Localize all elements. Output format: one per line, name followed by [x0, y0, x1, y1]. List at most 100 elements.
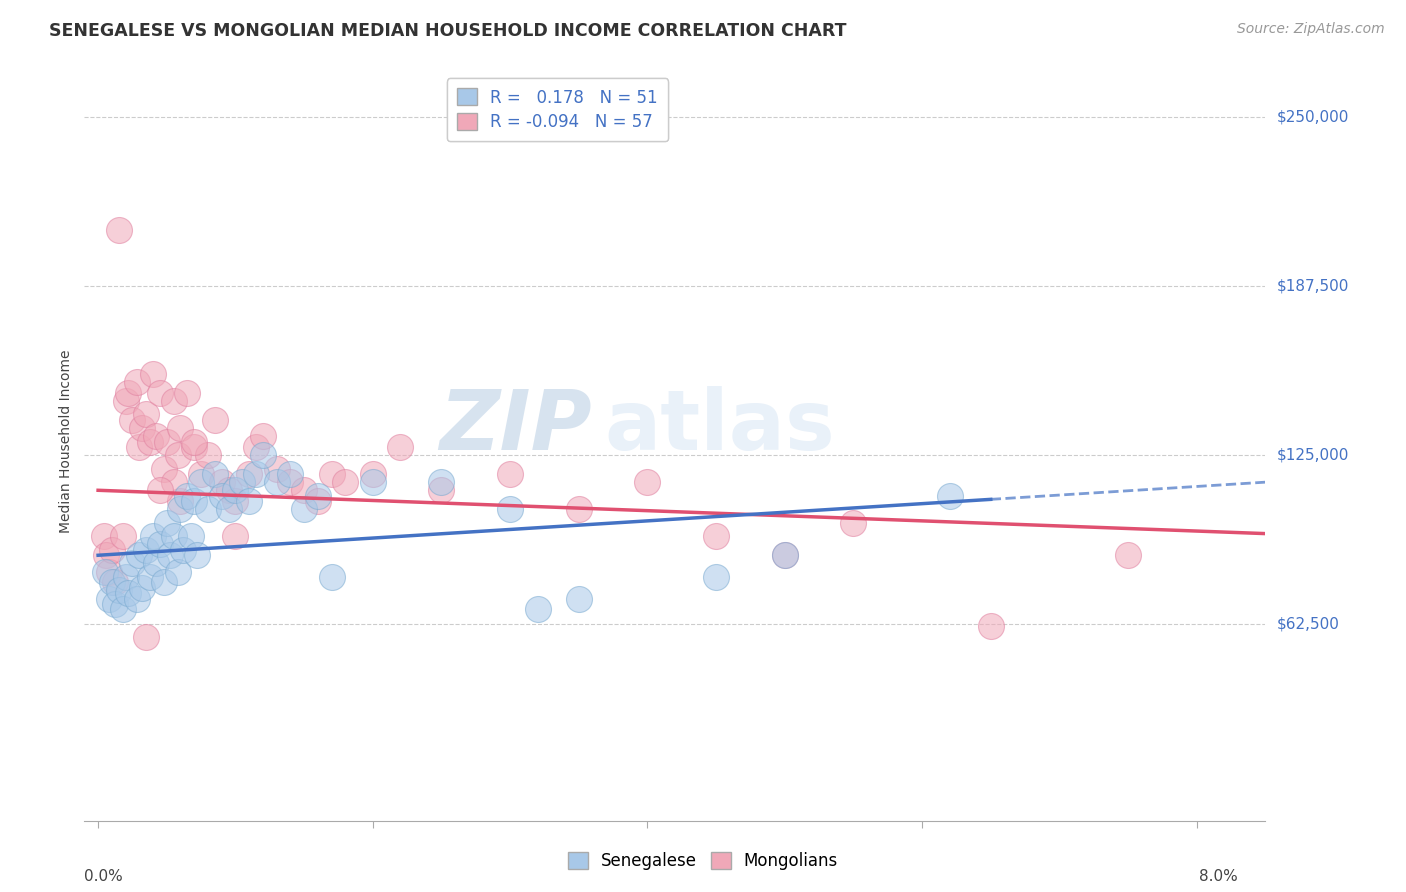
- Point: [190, 467, 212, 481]
- Point: [139, 570, 162, 584]
- Point: [842, 516, 865, 530]
- Point: [231, 475, 253, 490]
- Point: [361, 475, 384, 490]
- Point: [114, 393, 136, 408]
- Point: [224, 483, 246, 498]
- Point: [180, 529, 202, 543]
- Point: [166, 565, 188, 579]
- Point: [1116, 548, 1139, 563]
- Point: [430, 483, 453, 498]
- Point: [169, 502, 191, 516]
- Point: [111, 602, 134, 616]
- Point: [103, 575, 125, 590]
- Point: [183, 434, 205, 449]
- Point: [94, 565, 117, 579]
- Point: [145, 429, 167, 443]
- Point: [335, 475, 357, 490]
- Point: [93, 529, 115, 543]
- Point: [568, 502, 591, 516]
- Point: [176, 385, 198, 400]
- Point: [162, 529, 184, 543]
- Point: [169, 494, 191, 508]
- Point: [197, 448, 219, 462]
- Point: [139, 434, 162, 449]
- Point: [153, 461, 176, 475]
- Point: [430, 475, 453, 490]
- Point: [131, 421, 153, 435]
- Point: [111, 529, 134, 543]
- Point: [280, 475, 302, 490]
- Point: [245, 467, 267, 481]
- Point: [224, 494, 246, 508]
- Point: [197, 502, 219, 516]
- Text: $187,500: $187,500: [1277, 278, 1348, 293]
- Text: atlas: atlas: [605, 386, 835, 467]
- Text: 8.0%: 8.0%: [1199, 870, 1237, 884]
- Point: [307, 494, 329, 508]
- Point: [103, 597, 125, 611]
- Point: [162, 393, 184, 408]
- Point: [568, 591, 591, 606]
- Text: ZIP: ZIP: [440, 386, 592, 467]
- Point: [280, 467, 302, 481]
- Point: [389, 440, 412, 454]
- Point: [773, 548, 796, 563]
- Point: [292, 483, 315, 498]
- Point: [704, 570, 727, 584]
- Point: [266, 461, 288, 475]
- Point: [224, 529, 246, 543]
- Point: [98, 591, 121, 606]
- Text: Source: ZipAtlas.com: Source: ZipAtlas.com: [1237, 22, 1385, 37]
- Point: [252, 429, 274, 443]
- Point: [107, 223, 129, 237]
- Point: [321, 467, 343, 481]
- Point: [211, 475, 233, 490]
- Point: [499, 467, 522, 481]
- Point: [149, 537, 172, 551]
- Legend: R =   0.178   N = 51, R = -0.094   N = 57: R = 0.178 N = 51, R = -0.094 N = 57: [447, 78, 668, 141]
- Point: [107, 583, 129, 598]
- Point: [121, 557, 143, 571]
- Point: [361, 467, 384, 481]
- Text: 0.0%: 0.0%: [84, 870, 124, 884]
- Legend: Senegalese, Mongolians: Senegalese, Mongolians: [561, 845, 845, 877]
- Point: [149, 385, 172, 400]
- Point: [121, 413, 143, 427]
- Point: [176, 489, 198, 503]
- Point: [159, 548, 181, 563]
- Point: [117, 586, 139, 600]
- Point: [704, 529, 727, 543]
- Point: [238, 494, 260, 508]
- Point: [307, 489, 329, 503]
- Point: [938, 489, 960, 503]
- Point: [96, 548, 118, 563]
- Point: [238, 467, 260, 481]
- Point: [166, 448, 188, 462]
- Text: $62,500: $62,500: [1277, 617, 1340, 632]
- Point: [204, 413, 226, 427]
- Point: [128, 440, 150, 454]
- Point: [149, 483, 172, 498]
- Point: [266, 475, 288, 490]
- Point: [526, 602, 548, 616]
- Point: [172, 542, 194, 557]
- Point: [252, 448, 274, 462]
- Point: [153, 575, 176, 590]
- Point: [169, 421, 191, 435]
- Point: [183, 494, 205, 508]
- Point: [218, 502, 240, 516]
- Point: [156, 516, 179, 530]
- Point: [101, 542, 124, 557]
- Point: [125, 375, 148, 389]
- Text: $250,000: $250,000: [1277, 109, 1348, 124]
- Point: [218, 483, 240, 498]
- Point: [204, 467, 226, 481]
- Point: [499, 502, 522, 516]
- Point: [211, 489, 233, 503]
- Point: [142, 529, 165, 543]
- Point: [183, 440, 205, 454]
- Text: $125,000: $125,000: [1277, 448, 1348, 463]
- Text: SENEGALESE VS MONGOLIAN MEDIAN HOUSEHOLD INCOME CORRELATION CHART: SENEGALESE VS MONGOLIAN MEDIAN HOUSEHOLD…: [49, 22, 846, 40]
- Point: [128, 548, 150, 563]
- Point: [186, 548, 208, 563]
